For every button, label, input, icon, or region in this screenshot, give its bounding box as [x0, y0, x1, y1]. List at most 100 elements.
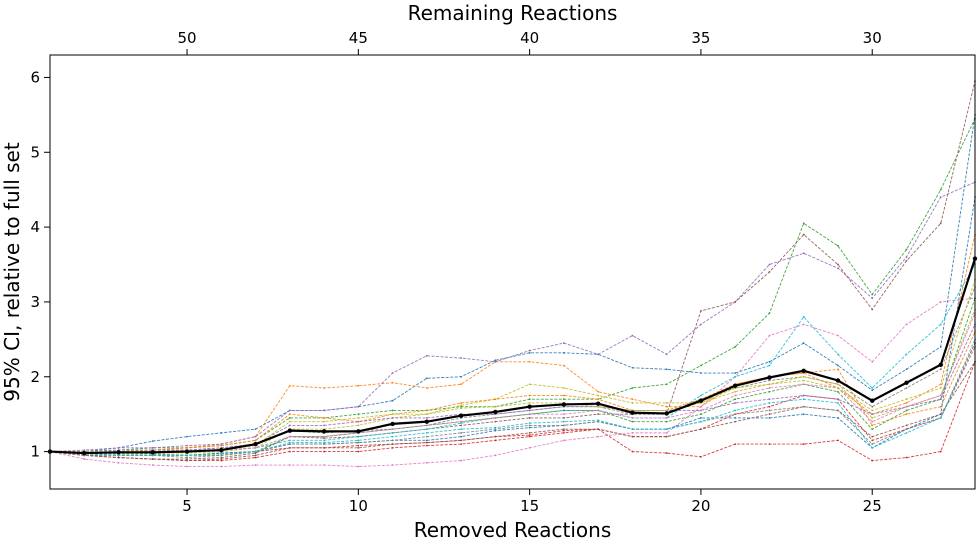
- series-point-12: [254, 439, 257, 442]
- series-point-5: [391, 372, 394, 374]
- series-point-7: [802, 323, 805, 326]
- y-tick-label: 4: [30, 218, 40, 236]
- series-point-7: [631, 431, 634, 434]
- series-point-17: [665, 417, 668, 419]
- mean-series-point: [390, 421, 395, 427]
- series-point-7: [460, 459, 463, 462]
- series-point-20: [494, 426, 497, 429]
- series-point-5: [288, 409, 291, 412]
- series-point-19: [939, 387, 942, 389]
- series-point-14: [528, 435, 531, 438]
- series-point-3: [700, 364, 702, 367]
- series-point-7: [254, 464, 257, 466]
- mean-series-point: [116, 450, 121, 455]
- series-point-3: [391, 409, 394, 412]
- series-point-19: [528, 402, 531, 404]
- series-point-4: [562, 429, 565, 432]
- series-point-2: [665, 405, 668, 408]
- series-point-1: [734, 372, 737, 374]
- top-x-tick-label: 40: [520, 29, 539, 47]
- series-point-16: [220, 458, 223, 460]
- series-point-11: [837, 417, 839, 419]
- mean-series-point: [184, 449, 190, 454]
- series-point-3: [288, 417, 291, 419]
- series-point-9: [460, 404, 463, 407]
- series-point-20: [700, 420, 702, 423]
- series-line-12: [50, 234, 976, 453]
- series-point-14: [768, 405, 771, 408]
- series-point-4: [905, 456, 908, 459]
- series-point-2: [528, 360, 531, 363]
- series-point-18: [357, 441, 360, 444]
- series-point-4: [357, 444, 360, 447]
- series-point-15: [768, 398, 771, 401]
- series-point-17: [905, 405, 908, 408]
- series-point-18: [562, 424, 565, 427]
- series-point-16: [528, 431, 531, 434]
- series-point-20: [665, 428, 668, 431]
- series-point-20: [597, 419, 600, 422]
- series-point-4: [939, 450, 942, 453]
- series-point-5: [254, 435, 257, 438]
- series-point-13: [562, 409, 565, 412]
- series-point-20: [288, 441, 291, 444]
- series-point-1: [837, 364, 839, 367]
- series-point-18: [425, 435, 428, 438]
- series-point-10: [905, 353, 908, 356]
- series-line-1: [50, 114, 976, 453]
- series-point-13: [665, 420, 668, 423]
- mean-series-line: [49, 258, 977, 455]
- series-point-12: [323, 417, 325, 419]
- series-point-15: [425, 417, 428, 419]
- top-x-tick-label: 45: [349, 29, 368, 47]
- series-point-13: [871, 428, 874, 431]
- series-point-5: [700, 323, 702, 326]
- series-point-2: [391, 381, 394, 384]
- series-point-5: [357, 405, 360, 408]
- series-point-17: [562, 413, 565, 416]
- series-point-7: [837, 334, 839, 337]
- series-point-9: [802, 375, 805, 378]
- series-point-10: [357, 435, 360, 438]
- series-point-20: [151, 454, 154, 457]
- top-x-tick-label: 30: [863, 29, 882, 47]
- series-point-3: [905, 248, 908, 251]
- series-point-17: [871, 420, 874, 423]
- series-point-16: [186, 459, 188, 462]
- series-point-7: [83, 458, 86, 460]
- series-point-11: [528, 426, 531, 429]
- y-tick-label: 2: [30, 368, 40, 386]
- series-point-17: [631, 417, 634, 419]
- series-point-16: [117, 456, 120, 459]
- series-point-16: [494, 435, 497, 438]
- series-point-5: [939, 196, 942, 199]
- mean-series-point: [458, 413, 464, 418]
- series-point-18: [528, 424, 531, 427]
- series-point-1: [631, 366, 634, 369]
- series-point-13: [631, 420, 634, 423]
- series-point-20: [323, 441, 325, 444]
- series-point-17: [734, 394, 737, 397]
- series-point-4: [665, 452, 668, 454]
- series-point-3: [939, 188, 942, 191]
- series-point-18: [837, 409, 839, 412]
- series-point-9: [871, 417, 874, 419]
- series-point-7: [151, 464, 154, 466]
- series-point-4: [734, 443, 737, 446]
- series-point-10: [939, 323, 942, 326]
- mean-series-point: [630, 410, 635, 415]
- series-point-14: [323, 450, 325, 453]
- series-point-1: [802, 342, 805, 344]
- series-point-18: [323, 443, 325, 446]
- series-point-16: [323, 446, 325, 449]
- series-point-19: [802, 379, 805, 382]
- mean-series-point: [698, 398, 704, 403]
- series-point-20: [254, 450, 257, 453]
- series-point-13: [734, 398, 737, 401]
- series-point-8: [905, 387, 908, 389]
- series-point-1: [425, 377, 428, 380]
- series-point-2: [871, 424, 874, 427]
- series-point-6: [323, 437, 325, 440]
- series-point-18: [802, 405, 805, 408]
- series-point-1: [391, 399, 394, 402]
